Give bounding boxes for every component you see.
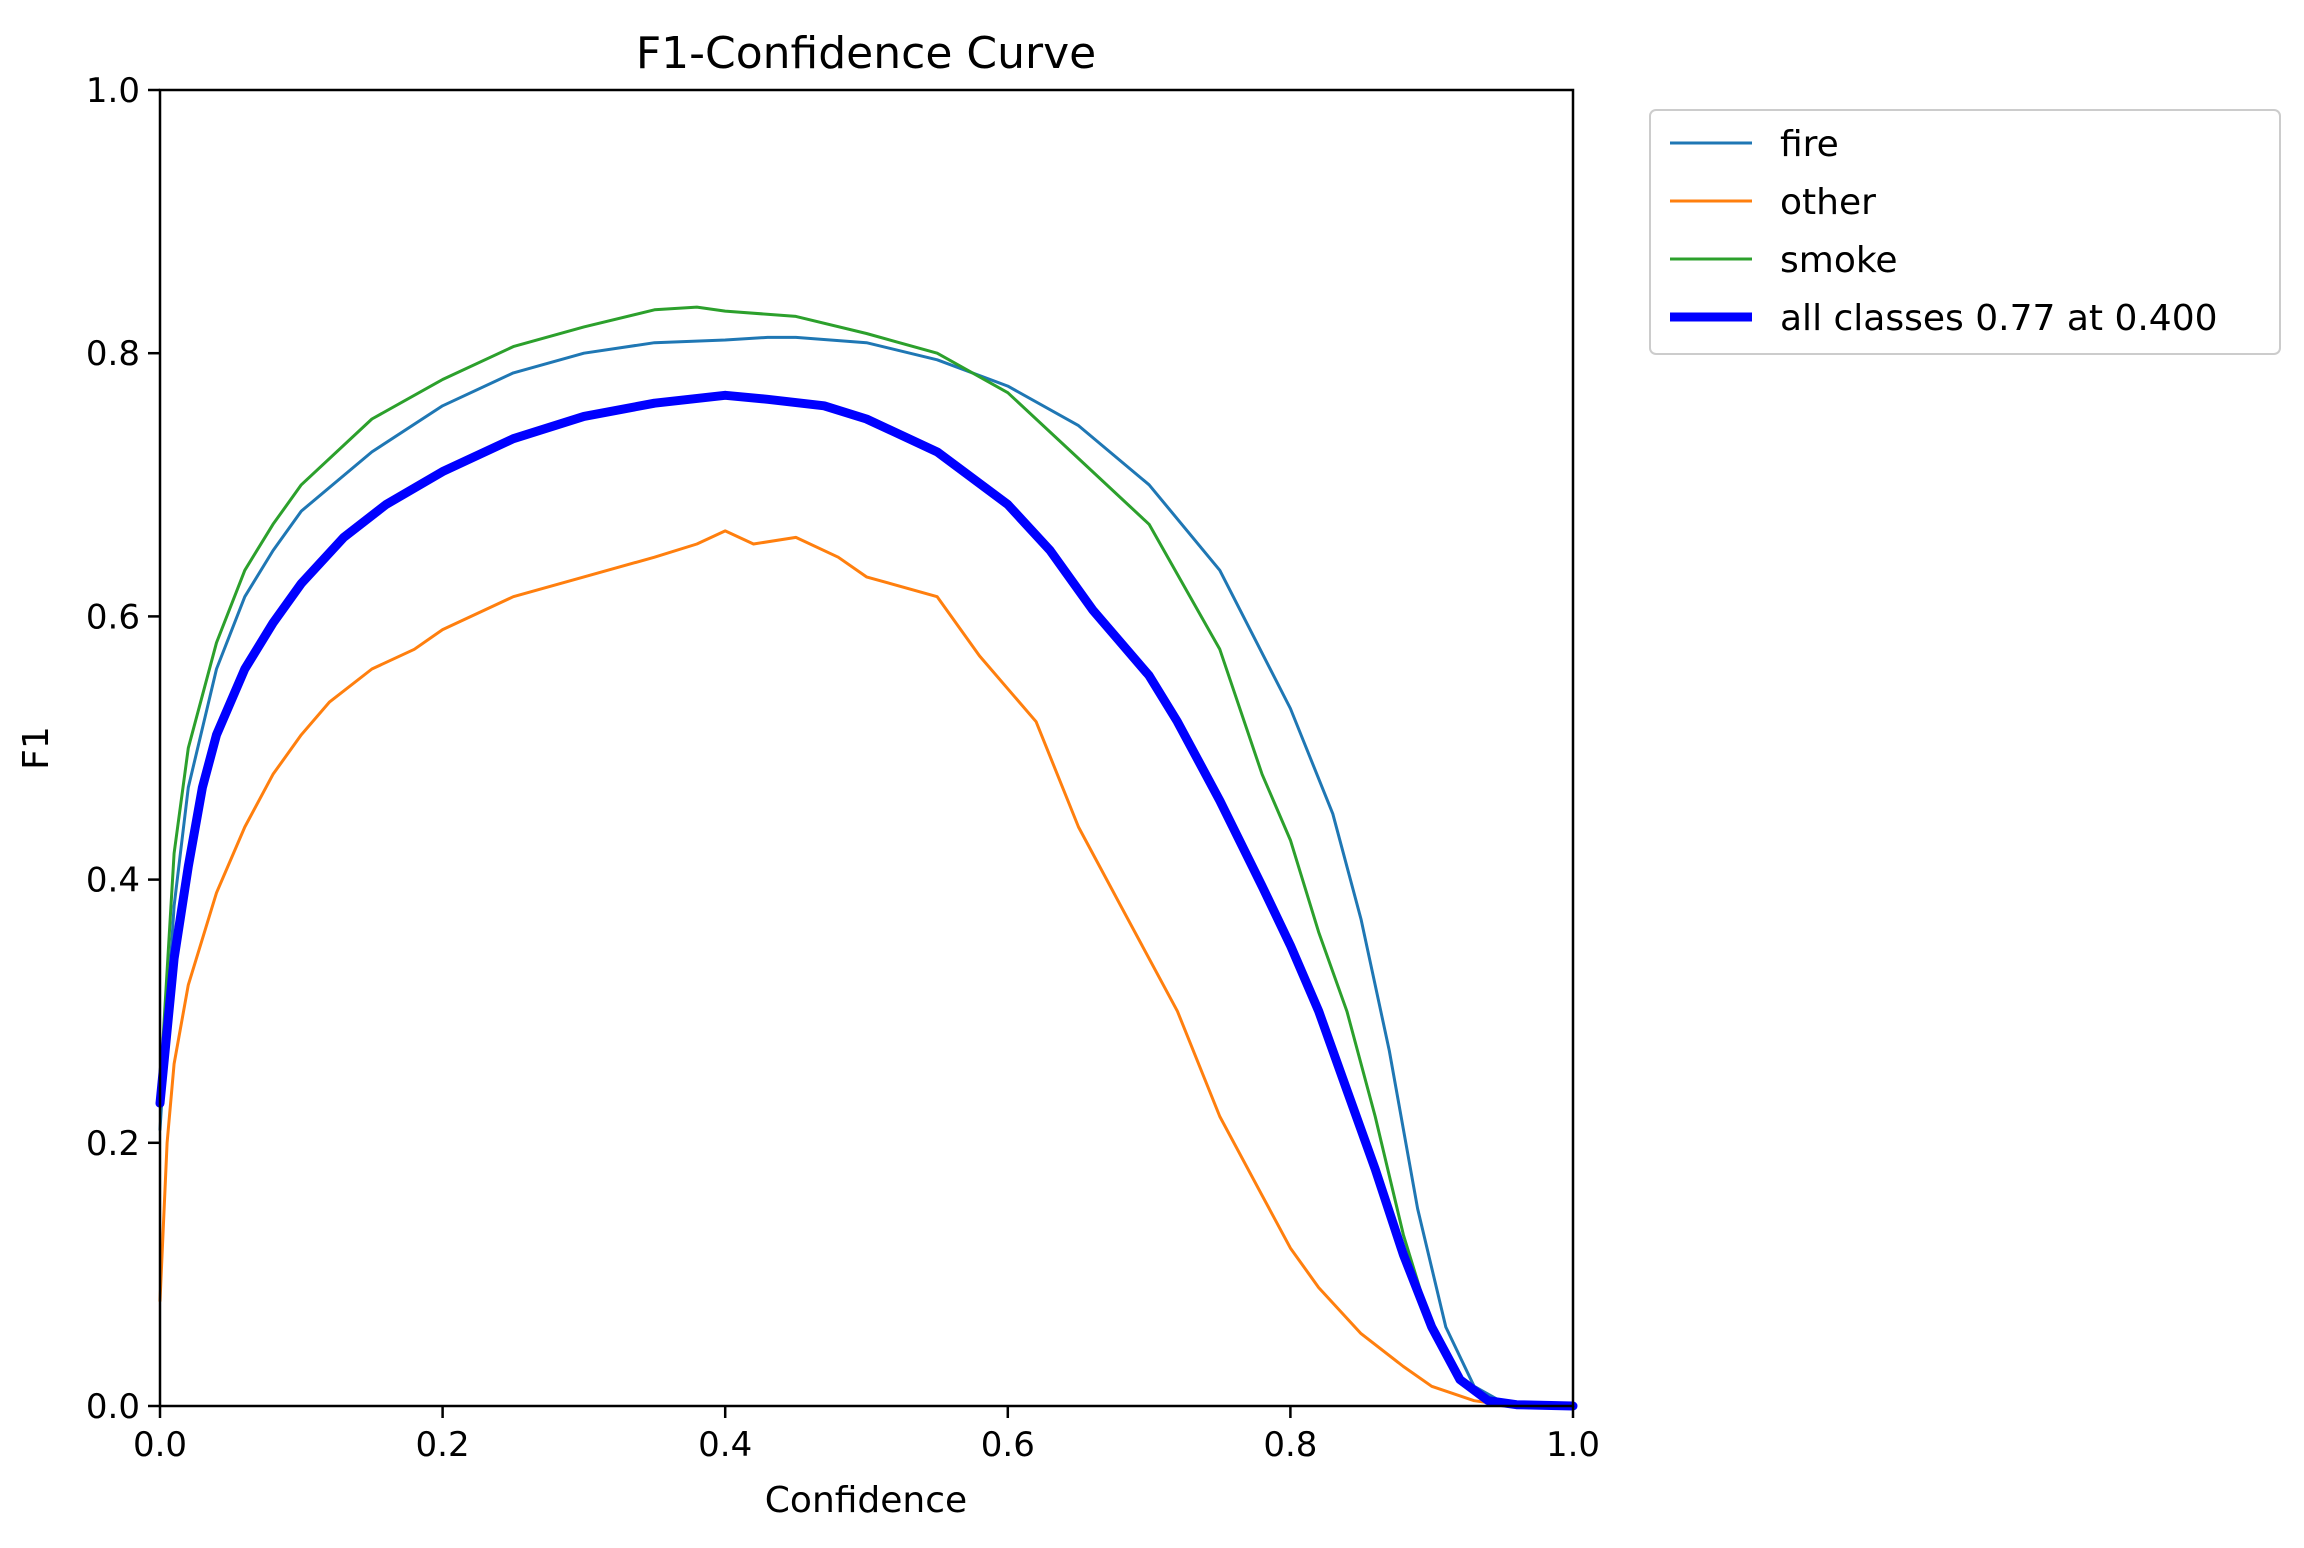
series-line-smoke — [158, 305, 1575, 1408]
legend-label-smoke: smoke — [1780, 240, 1898, 281]
y-tick-label: 0.8 — [86, 334, 140, 374]
legend-box — [1649, 109, 2281, 355]
series-line-other — [158, 529, 1575, 1408]
legend-label-all: all classes 0.77 at 0.400 — [1780, 298, 2218, 339]
legend-label-other: other — [1780, 182, 1876, 223]
y-axis-label: F1 — [16, 726, 57, 770]
y-tick-label: 0.2 — [86, 1124, 140, 1164]
x-tick-label: 0.4 — [698, 1425, 752, 1465]
x-axis-label: Confidence — [765, 1480, 967, 1521]
legend: fire other smoke all classes 0.77 at 0.400 — [1649, 109, 2281, 355]
y-tick-label: 0.6 — [86, 597, 140, 637]
y-axis-ticks: 0.0 0.2 0.4 0.6 0.8 1.0 — [86, 71, 160, 1427]
chart-title: F1-Confidence Curve — [636, 28, 1096, 79]
series-line-all — [155, 390, 1578, 1411]
plot-lines — [155, 305, 1578, 1411]
y-tick-label: 1.0 — [86, 71, 140, 111]
x-tick-label: 0.0 — [133, 1425, 187, 1465]
y-tick-label: 0.0 — [86, 1387, 140, 1427]
legend-label-fire: fire — [1780, 124, 1839, 165]
x-tick-label: 0.8 — [1263, 1425, 1317, 1465]
x-tick-label: 1.0 — [1546, 1425, 1600, 1465]
y-tick-label: 0.4 — [86, 861, 140, 901]
x-tick-label: 0.6 — [981, 1425, 1035, 1465]
series-line-fire — [158, 335, 1575, 1407]
x-axis-ticks: 0.0 0.2 0.4 0.6 0.8 1.0 — [133, 1406, 1600, 1465]
x-tick-label: 0.2 — [416, 1425, 470, 1465]
plot-frame — [158, 88, 1575, 1408]
